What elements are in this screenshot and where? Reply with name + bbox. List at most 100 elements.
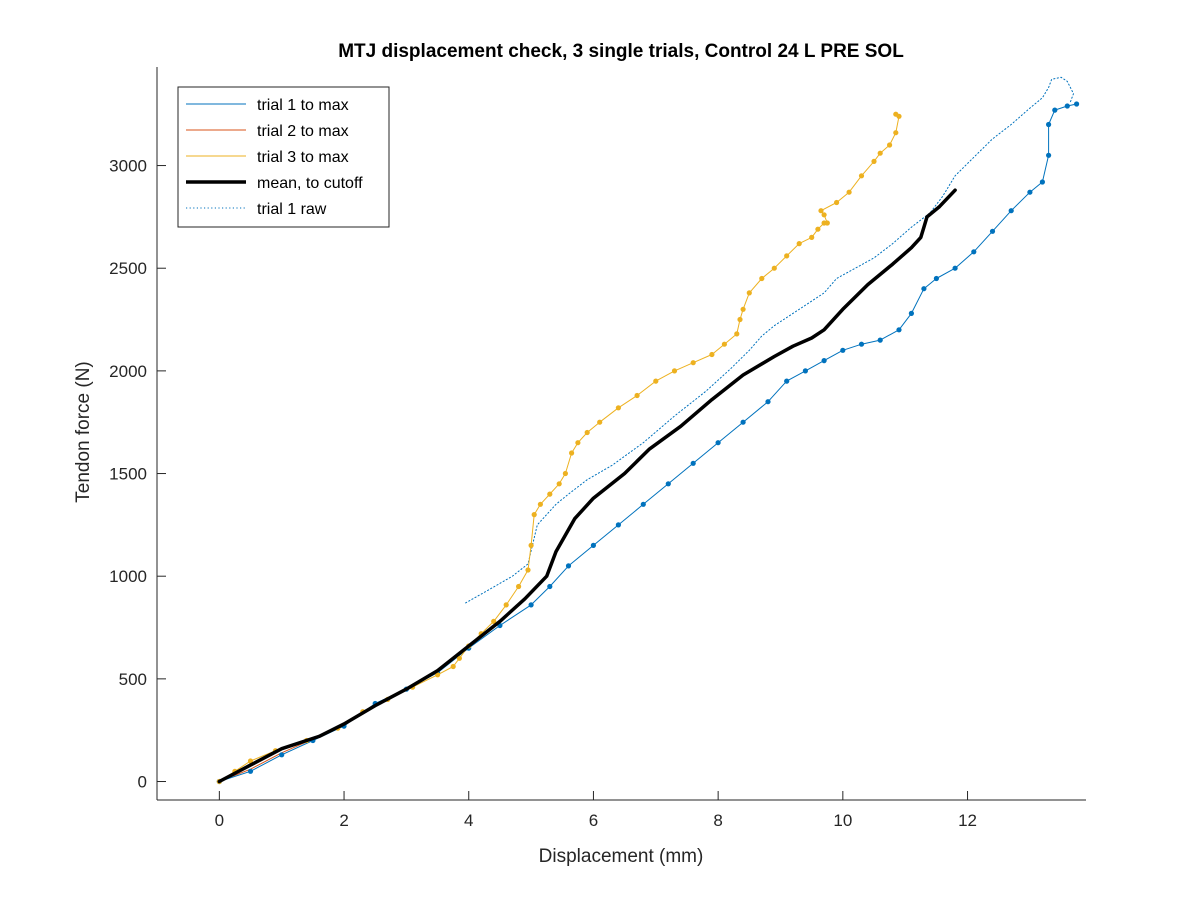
data-point-trial-1-to-max — [528, 602, 534, 608]
x-tick-label: 0 — [215, 811, 224, 830]
data-point-trial-1-to-max — [715, 440, 721, 446]
legend: trial 1 to max trial 2 to max trial 3 to m… — [177, 86, 390, 228]
data-point-trial-1-to-max — [640, 501, 646, 507]
data-point-trial-3-to-max — [871, 158, 877, 164]
chart-title: MTJ displacement check, 3 single trials,… — [338, 41, 904, 62]
data-point-trial-1-to-max — [908, 310, 915, 316]
data-point-trial-1-to-max — [989, 228, 996, 234]
y-tick-label: 2500 — [109, 259, 147, 278]
data-point-trial-1-to-max — [690, 460, 696, 466]
data-point-trial-3-to-max — [653, 378, 659, 384]
x-tick-label: 10 — [833, 811, 852, 830]
data-point-trial-3-to-max — [893, 130, 899, 136]
data-point-trial-3-to-max — [877, 150, 883, 156]
data-point-trial-3-to-max — [846, 189, 852, 195]
data-point-trial-3-to-max — [575, 440, 581, 446]
data-point-trial-3-to-max — [734, 331, 740, 337]
data-point-trial-1-to-max — [971, 249, 977, 255]
data-point-trial-1-to-max — [1074, 101, 1080, 107]
data-point-trial-1-to-max — [740, 419, 746, 425]
data-point-trial-3-to-max — [525, 567, 531, 573]
series-layer — [216, 76, 1080, 785]
data-point-trial-3-to-max — [771, 265, 777, 271]
data-point-trial-3-to-max — [818, 208, 824, 214]
x-tick-label: 8 — [713, 811, 722, 830]
axes-layer: 0 2 4 6 8 10 12 0 500 1000 1500 2000 2500 3000 — [109, 67, 1086, 830]
legend-label-trial-3-to-max: trial 3 to max — [257, 149, 349, 166]
data-point-trial-3-to-max — [671, 368, 678, 374]
data-point-trial-3-to-max — [887, 142, 893, 148]
data-point-trial-1-to-max — [784, 378, 790, 384]
x-axis-label: Displacement (mm) — [539, 846, 704, 867]
data-point-trial-3-to-max — [740, 306, 746, 312]
data-point-trial-1-to-max — [821, 358, 827, 364]
x-tick-label: 2 — [339, 811, 348, 830]
data-point-trial-3-to-max — [531, 511, 537, 518]
data-point-trial-3-to-max — [537, 501, 544, 507]
data-point-trial-1-to-max — [565, 563, 572, 569]
legend-box — [177, 86, 390, 228]
data-point-trial-3-to-max — [824, 220, 830, 226]
data-point-trial-3-to-max — [597, 419, 603, 425]
data-point-trial-3-to-max — [834, 199, 840, 206]
data-point-trial-3-to-max — [746, 290, 752, 296]
data-point-trial-1-to-max — [952, 265, 958, 271]
data-point-trial-3-to-max — [435, 672, 441, 678]
data-point-trial-3-to-max — [456, 655, 462, 661]
legend-label-trial-1-to-max: trial 1 to max — [257, 97, 349, 114]
data-point-trial-3-to-max — [516, 583, 522, 590]
data-point-trial-1-to-max — [1046, 152, 1052, 158]
data-point-trial-3-to-max — [547, 491, 553, 497]
x-tick-label: 6 — [589, 811, 598, 830]
data-point-trial-3-to-max — [709, 351, 715, 358]
data-point-trial-3-to-max — [528, 542, 534, 549]
data-point-trial-3-to-max — [450, 663, 456, 670]
data-point-trial-1-to-max — [802, 368, 809, 374]
y-tick-label: 0 — [138, 773, 147, 792]
data-point-trial-3-to-max — [556, 481, 562, 487]
data-point-trial-3-to-max — [690, 360, 696, 366]
data-point-trial-1-to-max — [1046, 121, 1052, 128]
data-point-trial-3-to-max — [821, 212, 827, 218]
data-point-trial-3-to-max — [759, 275, 765, 282]
data-point-trial-1-to-max — [1064, 103, 1070, 109]
data-point-trial-1-to-max — [615, 522, 622, 528]
x-tick-label: 12 — [958, 811, 977, 830]
x-tick-label: 4 — [464, 811, 473, 830]
y-tick-label: 2000 — [109, 362, 147, 381]
y-tick-label: 3000 — [109, 157, 147, 176]
data-point-trial-1-to-max — [1008, 208, 1014, 214]
data-point-trial-3-to-max — [809, 234, 815, 240]
data-point-trial-3-to-max — [503, 602, 509, 608]
data-point-trial-1-to-max — [1039, 179, 1045, 185]
data-point-trial-3-to-max — [858, 173, 865, 179]
data-point-trial-1-to-max — [247, 768, 254, 774]
data-point-trial-1-to-max — [933, 275, 940, 282]
data-point-trial-1-to-max — [896, 327, 902, 333]
data-point-trial-1-to-max — [840, 347, 846, 353]
data-point-trial-3-to-max — [491, 618, 497, 625]
series-line-mean-to-cutoff — [217, 188, 957, 784]
legend-label-mean-to-cutoff: mean, to cutoff — [257, 175, 363, 192]
data-point-trial-3-to-max — [796, 241, 802, 247]
y-tick-label: 1500 — [109, 465, 147, 484]
data-point-trial-3-to-max — [569, 450, 575, 456]
y-axis-label: Tendon force (N) — [73, 361, 94, 503]
data-point-trial-3-to-max — [721, 341, 728, 347]
data-point-trial-1-to-max — [1052, 107, 1058, 113]
data-point-trial-1-to-max — [590, 542, 597, 549]
data-point-trial-1-to-max — [547, 583, 553, 590]
data-point-trial-3-to-max — [784, 253, 790, 259]
legend-label-trial-1-raw: trial 1 raw — [257, 201, 327, 218]
data-point-trial-1-to-max — [279, 752, 285, 758]
data-point-trial-1-to-max — [1027, 189, 1033, 195]
legend-label-trial-2-to-max: trial 2 to max — [257, 123, 349, 140]
data-point-trial-1-to-max — [665, 481, 671, 487]
data-point-trial-3-to-max — [893, 111, 899, 117]
data-point-trial-3-to-max — [584, 429, 590, 436]
data-point-trial-3-to-max — [615, 405, 622, 411]
plot-area — [216, 76, 1080, 785]
data-point-trial-3-to-max — [815, 226, 821, 232]
